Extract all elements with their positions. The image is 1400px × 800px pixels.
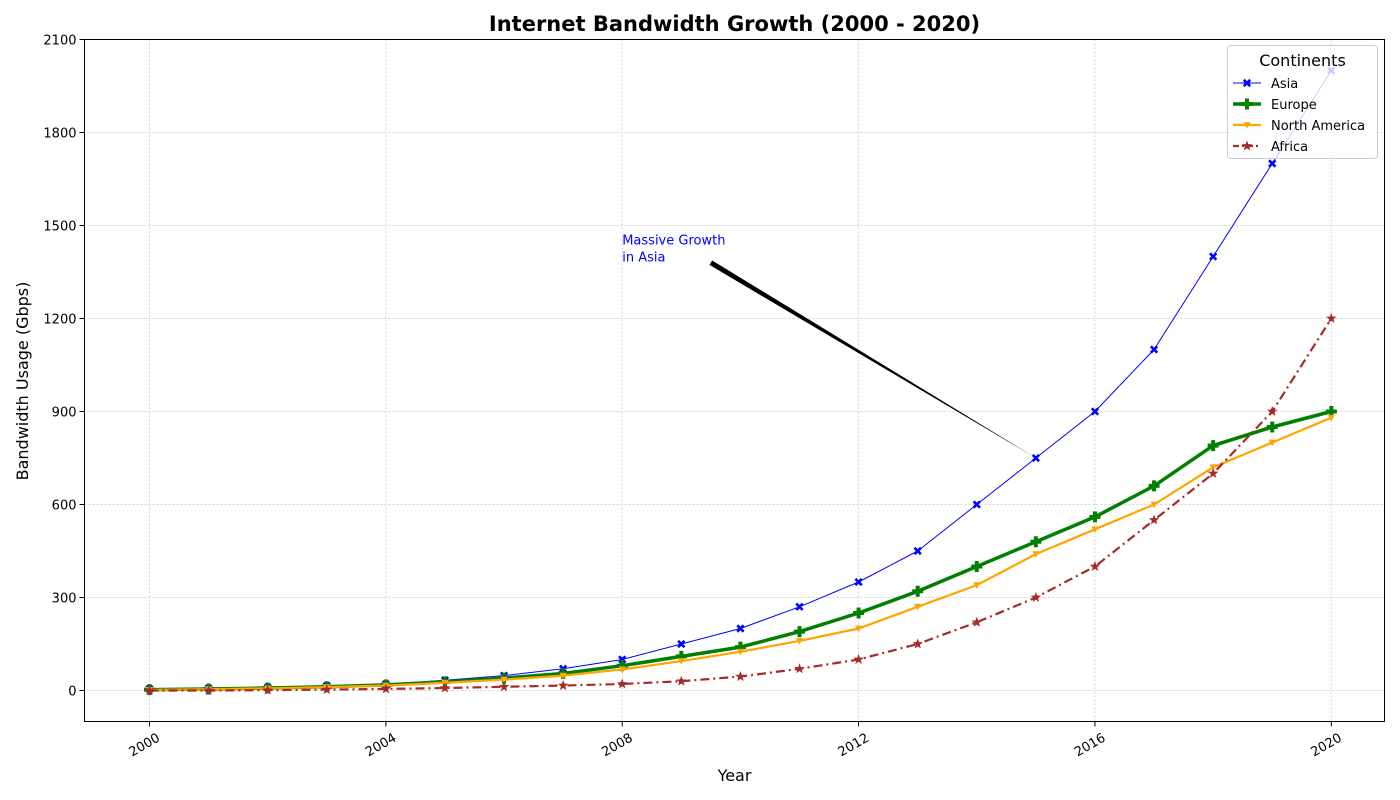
data-point-north-america	[914, 603, 922, 611]
data-point-africa	[321, 684, 332, 695]
y-tick-label: 1500	[43, 220, 76, 235]
data-point-africa	[380, 683, 392, 694]
y-tick-label: 1200	[43, 313, 76, 328]
data-point-africa	[1267, 406, 1278, 416]
data-point-africa	[912, 638, 923, 649]
data-point-europe	[1089, 511, 1101, 523]
legend-label-africa: Africa	[1271, 140, 1308, 155]
annotation-arrow	[709, 260, 1036, 458]
legend-label-north-america: North America	[1271, 119, 1365, 134]
data-point-north-america	[677, 658, 685, 665]
data-point-europe	[912, 585, 924, 597]
data-point-africa	[676, 675, 687, 686]
data-point-africa	[1030, 592, 1042, 602]
data-point-asia	[677, 639, 686, 649]
data-point-north-america	[1209, 464, 1217, 471]
data-point-asia	[618, 655, 627, 664]
data-point-africa	[1326, 313, 1337, 323]
data-point-europe	[1207, 440, 1219, 452]
data-point-europe	[1148, 480, 1160, 492]
data-point-africa	[557, 680, 569, 690]
legend-marker-north-america	[1243, 122, 1251, 129]
legend-box	[1227, 45, 1378, 159]
data-point-north-america	[795, 638, 804, 645]
data-point-africa	[1089, 561, 1101, 571]
y-tick-label: 0	[68, 685, 76, 700]
annotation-text: in Asia	[622, 251, 665, 266]
data-point-north-america	[1091, 526, 1099, 533]
data-point-europe	[1266, 421, 1278, 433]
data-point-north-america	[500, 676, 508, 684]
data-point-asia	[1209, 252, 1218, 261]
series-africa	[144, 313, 1337, 695]
legend: Continents Asia Europe North America Africa	[1227, 45, 1378, 159]
data-point-asia	[1149, 345, 1159, 354]
data-point-africa	[853, 654, 864, 664]
y-tick-label: 900	[52, 406, 77, 421]
annotation-text: Massive Growth	[622, 234, 725, 249]
data-point-europe	[794, 626, 805, 638]
data-point-africa	[144, 685, 155, 695]
data-point-asia	[795, 602, 804, 611]
data-point-north-america	[618, 666, 626, 674]
y-axis-label: Bandwidth Usage (Gbps)	[13, 282, 32, 481]
data-point-asia	[1268, 159, 1277, 168]
data-point-north-america	[736, 648, 745, 656]
data-point-north-america	[854, 625, 863, 633]
data-point-africa	[794, 663, 805, 674]
annotation-layer: Massive Growth in Asia	[622, 234, 1036, 458]
data-point-europe	[1030, 536, 1042, 548]
legend-marker-africa	[1241, 140, 1253, 151]
data-point-north-america	[1327, 414, 1335, 422]
data-point-north-america	[1150, 501, 1158, 509]
y-tick-label: 2100	[43, 34, 76, 49]
data-point-asia	[736, 624, 745, 633]
data-point-africa	[203, 685, 214, 695]
y-tick-label: 1800	[43, 127, 76, 142]
legend-marker-europe	[1241, 98, 1253, 110]
legend-title: Continents	[1259, 51, 1346, 70]
chart-title: Internet Bandwidth Growth (2000 - 2020)	[489, 12, 980, 36]
plot-frame	[84, 39, 1385, 722]
data-point-asia	[972, 500, 981, 509]
data-point-asia	[1090, 407, 1100, 416]
y-tick-label: 300	[52, 592, 77, 607]
legend-label-asia: Asia	[1271, 77, 1298, 92]
data-point-europe	[853, 607, 865, 619]
series-layer	[144, 66, 1337, 696]
y-tick-label: 600	[52, 499, 77, 514]
legend-label-europe: Europe	[1271, 98, 1317, 113]
data-point-asia	[854, 577, 863, 587]
x-axis-label: Year	[717, 766, 752, 785]
data-point-north-america	[559, 672, 567, 680]
data-point-africa	[617, 678, 628, 689]
legend-marker-asia	[1242, 78, 1252, 88]
data-point-europe	[971, 561, 983, 572]
data-point-africa	[971, 616, 982, 627]
data-point-asia	[913, 546, 922, 556]
data-point-africa	[735, 671, 746, 681]
data-point-north-america	[1032, 551, 1040, 558]
data-point-africa	[1207, 468, 1219, 478]
data-point-north-america	[973, 582, 981, 589]
data-point-africa	[498, 681, 510, 692]
data-point-africa	[1148, 514, 1160, 525]
data-point-north-america	[1268, 439, 1276, 447]
data-point-africa	[262, 684, 273, 695]
data-point-africa	[439, 682, 451, 693]
